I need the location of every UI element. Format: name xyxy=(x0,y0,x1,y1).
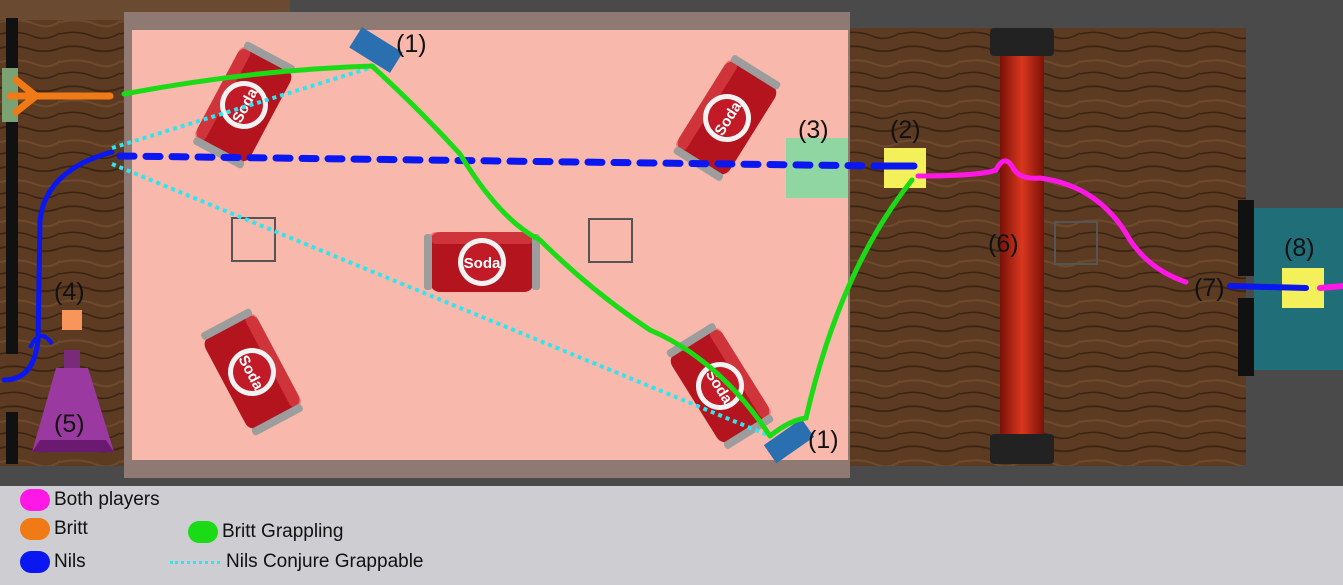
grapple-block-top xyxy=(349,27,403,73)
marker-2: (2) xyxy=(890,116,921,144)
potion-bottle xyxy=(32,350,114,452)
wall-segment xyxy=(6,412,18,464)
nils-path xyxy=(1227,283,1309,291)
floor-outline xyxy=(588,218,633,263)
marker-8: (8) xyxy=(1284,234,1315,262)
marker-3: (3) xyxy=(798,116,829,144)
marker-1-bottom: (1) xyxy=(808,426,839,454)
floor-outline xyxy=(231,217,276,262)
nils-path-dashed xyxy=(116,152,884,170)
both-color-swatch xyxy=(20,489,50,511)
nils-path xyxy=(28,334,54,349)
britt-arrow xyxy=(12,76,40,116)
nils-color-swatch xyxy=(20,551,50,573)
legend-both-label: Both players xyxy=(54,489,160,510)
level-map-svg: Soda xyxy=(0,0,1343,478)
pipe-cap-bottom xyxy=(990,434,1054,464)
britt-grappling-path xyxy=(121,63,773,439)
marker-6: (6) xyxy=(988,230,1019,258)
legend: Both players Britt Nils Britt Grappling … xyxy=(0,486,1343,585)
both-players-path xyxy=(915,158,1189,285)
wall-segment xyxy=(1238,298,1254,376)
legend-britt-grappling: Britt Grappling xyxy=(188,521,343,543)
pipe-cap-top xyxy=(990,28,1054,56)
nils-conjure-line-swatch xyxy=(170,560,220,564)
wall-segment xyxy=(1238,200,1254,276)
wall-segment xyxy=(6,18,18,68)
grapple-block-bottom xyxy=(763,418,815,464)
britt-color-swatch xyxy=(20,518,50,540)
marker-5: (5) xyxy=(54,410,85,438)
both-players-path xyxy=(1317,283,1343,291)
right-wood-floor xyxy=(848,28,1246,466)
britt-grappling-path xyxy=(767,177,915,439)
level-map: Soda xyxy=(0,0,1343,478)
orange-item xyxy=(62,310,82,330)
nils-path xyxy=(1,149,115,383)
legend-nils-conjure: Nils Conjure Grappable xyxy=(170,551,424,573)
wall-segment xyxy=(6,122,18,354)
legend-nils-label: Nils xyxy=(54,551,86,572)
floor-outline xyxy=(1054,221,1098,265)
legend-both: Both players xyxy=(20,489,160,511)
britt-grappling-color-swatch xyxy=(188,521,218,543)
marker-1-top: (1) xyxy=(396,30,427,58)
legend-nils-conjure-label: Nils Conjure Grappable xyxy=(226,551,424,572)
marker-7: (7) xyxy=(1194,274,1225,302)
nils-conjure-path xyxy=(111,64,377,150)
legend-nils: Nils xyxy=(20,551,86,573)
legend-britt-grappling-label: Britt Grappling xyxy=(222,521,344,542)
marker-4: (4) xyxy=(54,278,85,306)
legend-britt-label: Britt xyxy=(54,518,88,539)
soda-can xyxy=(424,232,540,292)
legend-britt: Britt xyxy=(20,518,88,540)
red-pipe xyxy=(1000,56,1044,440)
nils-conjure-path xyxy=(111,162,771,438)
